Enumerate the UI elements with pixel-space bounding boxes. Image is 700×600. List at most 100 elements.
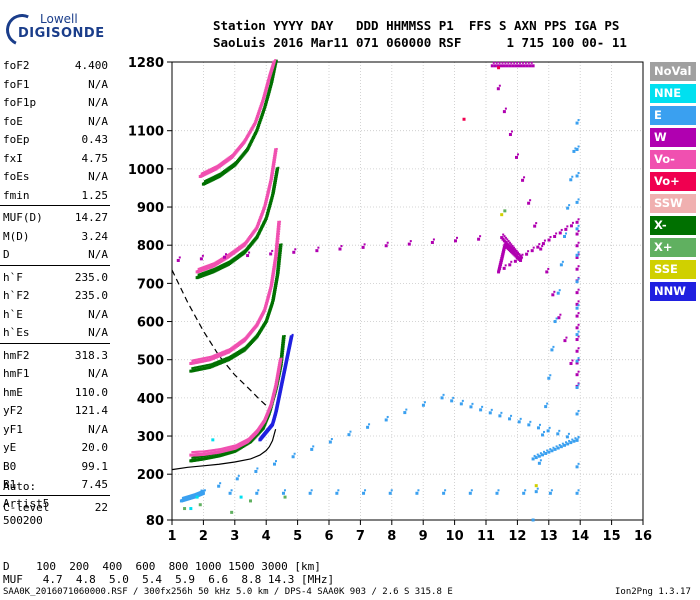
data-point [264,303,268,307]
data-point [225,446,228,449]
param-row: foEs N/A [3,167,108,186]
data-point [264,201,268,205]
data-point [270,281,274,285]
data-point [280,348,284,352]
data-point [254,118,258,122]
data-point [574,437,577,440]
data-point [524,489,527,492]
data-point [220,351,223,354]
data-point [217,448,220,451]
param-name: fmin [3,188,30,202]
data-point [264,197,268,201]
data-point [500,260,503,263]
param-row: B1 7.45 [3,475,108,494]
data-point [390,489,393,492]
data-point [442,393,445,396]
param-row: C-level 22 [3,498,108,517]
data-point [575,174,579,178]
data-point [260,114,264,118]
param-value: N/A [88,170,108,183]
data-point [577,370,580,373]
data-point [215,165,218,168]
data-point [515,257,518,260]
data-point [270,279,274,283]
data-point [205,270,208,273]
data-point [575,465,579,469]
data-point [575,491,579,495]
data-point [275,278,279,282]
data-point [430,240,434,244]
chart-curves [171,269,277,471]
data-point [213,262,216,265]
data-point [569,362,573,366]
data-point [277,252,281,256]
data-point [274,59,277,62]
data-point [211,167,214,170]
data-point [577,436,580,439]
data-point [203,271,206,274]
data-point [497,489,500,492]
legend-item: X+ [650,238,696,257]
data-point [256,125,260,129]
data-point [440,396,444,400]
data-point [513,259,517,263]
data-point [558,444,561,447]
data-point [200,272,203,275]
data-point [502,239,506,243]
data-point [268,180,272,184]
data-point [291,455,295,459]
data-point [216,174,219,177]
data-point [218,173,221,176]
data-point [283,495,287,499]
data-point [217,259,220,262]
param-row: h`F2 235.0 [3,286,108,305]
data-point [269,200,273,204]
data-point [563,234,566,238]
y-tick-label: 1280 [128,56,164,71]
data-point [276,369,280,373]
data-point [277,261,281,265]
data-point [508,263,512,267]
data-point [504,243,507,246]
param-value: 20.0 [81,441,109,454]
param-row: yF1 N/A [3,420,108,439]
data-point [228,491,232,495]
data-point [209,177,212,180]
param-row: h`E N/A [3,305,108,324]
data-point [263,205,267,209]
param-value: 0.43 [81,133,109,146]
data-point [536,453,539,456]
data-point [386,415,389,418]
data-point [264,87,268,91]
data-point [501,237,505,241]
data-point [263,104,267,108]
data-point [504,107,507,110]
data-point [534,456,538,460]
data-point [548,491,552,495]
param-value: N/A [88,367,108,380]
data-point [227,356,230,359]
data-point [264,99,268,103]
data-point [265,96,269,100]
data-point [274,176,278,180]
data-point [272,291,276,295]
data-point [275,169,279,173]
data-point [212,354,215,357]
data-point [273,63,277,67]
data-point [442,491,446,495]
data-point [222,358,225,361]
data-point [563,339,567,343]
data-point [230,445,233,448]
data-point [386,241,389,244]
data-point [506,244,510,248]
data-point [508,64,512,68]
y-tick-label: 600 [137,316,164,331]
data-point [506,242,509,245]
data-point [502,254,505,257]
x-tick-label: 14 [571,529,589,544]
data-point [577,224,580,227]
data-point [280,350,284,354]
data-point [198,273,201,276]
data-point [577,462,580,465]
data-point [450,399,454,403]
